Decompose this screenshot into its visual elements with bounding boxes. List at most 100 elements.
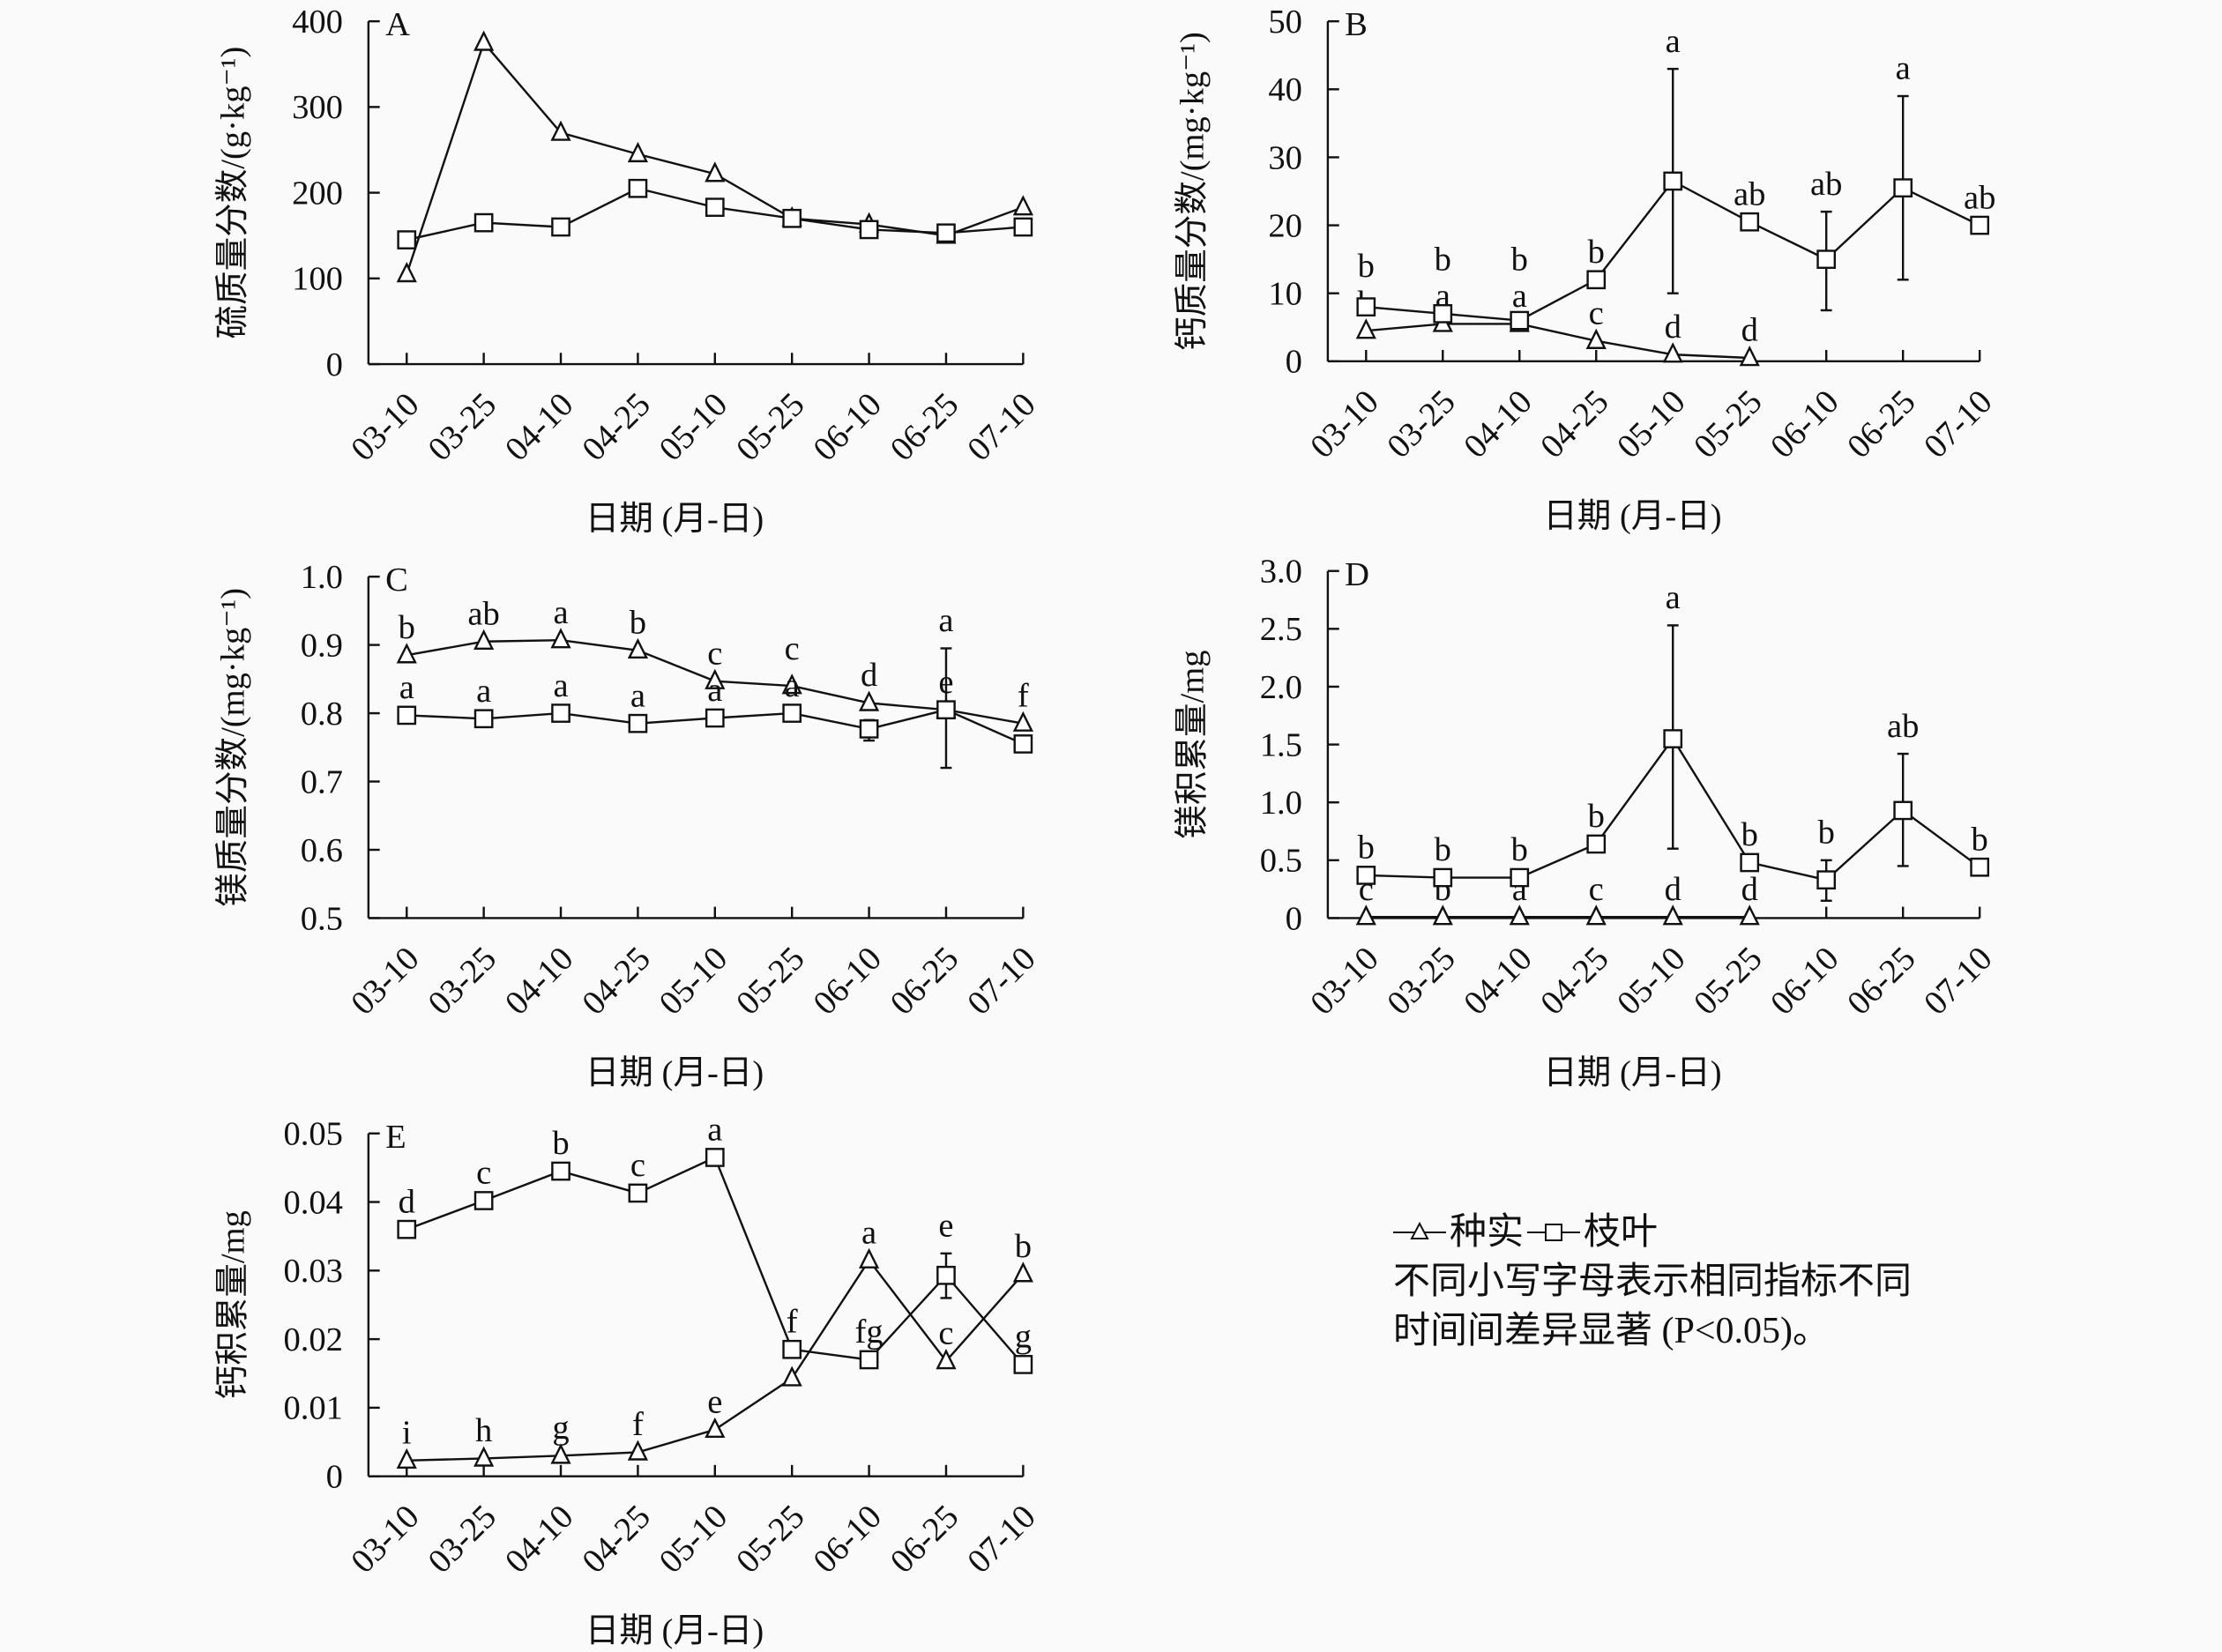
- note-line-2: 时间间差异显著 (P<0.05)。: [1393, 1311, 1831, 1351]
- data-point-square: [551, 1161, 570, 1181]
- x-tick-label: 06-25: [1840, 940, 1922, 1022]
- data-point-square: [1893, 800, 1913, 821]
- significance-letter: c: [938, 1315, 953, 1352]
- x-axis-title: 日期 (月-日): [585, 501, 764, 538]
- legend: 种实 枝叶: [1393, 1208, 1912, 1257]
- significance-letter: ab: [1810, 166, 1842, 203]
- data-point-square: [1510, 867, 1530, 888]
- data-point-square: [936, 700, 956, 720]
- x-tick-label: 03-25: [421, 940, 503, 1022]
- x-tick-label: 06-10: [1763, 940, 1845, 1022]
- y-tick-label: 0.01: [283, 1390, 342, 1427]
- data-point-triangle: [1012, 195, 1033, 216]
- x-tick-label: 04-25: [576, 386, 658, 468]
- y-tick-label: 0.9: [301, 627, 343, 664]
- significance-letter: a: [1666, 23, 1681, 60]
- data-point-triangle: [1662, 904, 1683, 926]
- significance-letter: d: [1665, 309, 1681, 346]
- significance-letter: e: [707, 1383, 722, 1420]
- y-tick-label: 0: [326, 346, 343, 383]
- x-axis-title: 日期 (月-日): [585, 1055, 764, 1092]
- data-point-triangle: [473, 1446, 495, 1467]
- x-tick-label: 07-10: [1917, 383, 1999, 465]
- y-tick-label: 0.6: [301, 832, 343, 869]
- data-point-triangle: [550, 120, 571, 141]
- data-point-triangle: [781, 673, 802, 695]
- x-tick-label: 04-10: [498, 940, 580, 1022]
- significance-letter: a: [1666, 579, 1681, 616]
- series-square: d c b c a f fg e g: [397, 1112, 1033, 1374]
- y-tick-label: 30: [1268, 139, 1302, 176]
- data-point-triangle: [627, 637, 649, 659]
- x-tick-label: 06-10: [807, 386, 889, 468]
- significance-letter: ab: [1964, 179, 1995, 216]
- panel-A: A010020030040003-1003-2504-1004-2505-100…: [213, 4, 1042, 538]
- data-point-triangle: [705, 161, 726, 182]
- data-point-square: [1740, 212, 1760, 232]
- significance-letter: a: [861, 1214, 876, 1251]
- x-tick-label: 03-10: [1303, 383, 1385, 465]
- x-tick-label: 07-10: [960, 1499, 1042, 1581]
- x-tick-label: 06-25: [884, 386, 966, 468]
- significance-letter: b: [552, 1125, 569, 1162]
- significance-letter: a: [707, 1112, 722, 1149]
- data-point-square: [551, 217, 570, 237]
- y-axis-title: 硫质量分数/(g·kg⁻¹): [213, 47, 251, 339]
- significance-letter: i: [402, 1415, 412, 1452]
- significance-letter: b: [1511, 831, 1528, 868]
- significance-letter: a: [1896, 50, 1911, 87]
- y-tick-label: 0.5: [301, 900, 343, 937]
- data-point-square: [705, 1148, 725, 1167]
- significance-letter: f: [632, 1406, 644, 1443]
- data-point-square: [473, 709, 494, 729]
- significance-letter: ab: [1734, 175, 1765, 212]
- significance-letter: b: [1435, 831, 1451, 868]
- data-point-triangle: [705, 1417, 726, 1439]
- x-tick-label: 05-25: [1687, 383, 1769, 465]
- data-point-square: [1970, 857, 1990, 877]
- legend-square-icon: [1527, 1224, 1581, 1241]
- x-axis-title: 日期 (月-日): [1543, 498, 1721, 535]
- significance-letter: a: [476, 673, 491, 710]
- significance-letter: c: [785, 630, 800, 667]
- data-point-square: [473, 212, 494, 233]
- data-point-square: [859, 1350, 879, 1370]
- y-tick-label: 0.02: [283, 1321, 342, 1358]
- x-tick-label: 06-25: [884, 940, 966, 1022]
- x-tick-label: 05-25: [729, 386, 811, 468]
- y-tick-label: 1.5: [1260, 726, 1302, 763]
- x-tick-label: 07-10: [960, 940, 1042, 1022]
- data-point-triangle: [1585, 904, 1607, 926]
- data-point-triangle: [1432, 904, 1453, 926]
- significance-letter: b: [1511, 241, 1528, 278]
- significance-letter: a: [938, 602, 953, 639]
- y-tick-label: 2.0: [1260, 669, 1302, 706]
- x-tick-label: 07-10: [960, 386, 1042, 468]
- significance-letter: c: [707, 635, 722, 672]
- significance-letter: a: [1512, 278, 1527, 315]
- data-point-triangle: [550, 628, 571, 649]
- data-point-square: [1013, 1355, 1033, 1374]
- x-tick-label: 03-25: [1380, 940, 1462, 1022]
- data-point-triangle: [1355, 318, 1376, 339]
- x-tick-label: 05-10: [1610, 383, 1692, 465]
- x-tick-label: 03-25: [421, 1499, 503, 1581]
- data-point-triangle: [1739, 904, 1760, 926]
- y-tick-label: 0.8: [301, 696, 343, 733]
- significance-letter: b: [399, 609, 415, 646]
- x-axis-title: 日期 (月-日): [1543, 1055, 1721, 1092]
- significance-letter: h: [475, 1412, 492, 1449]
- data-point-triangle: [781, 1366, 802, 1387]
- data-point-triangle: [1012, 1261, 1033, 1283]
- x-tick-label: 04-25: [576, 940, 658, 1022]
- data-point-triangle: [705, 668, 726, 689]
- significance-letter: b: [1015, 1228, 1032, 1265]
- x-tick-label: 03-10: [1303, 940, 1385, 1022]
- panel-C: C0.50.60.70.80.91.003-1003-2504-1004-250…: [214, 559, 1042, 1092]
- legend-leaf: 枝叶: [1584, 1212, 1659, 1253]
- significance-letter: b: [1972, 821, 1988, 858]
- significance-letter: e: [938, 1208, 953, 1245]
- significance-letter: a: [630, 677, 645, 714]
